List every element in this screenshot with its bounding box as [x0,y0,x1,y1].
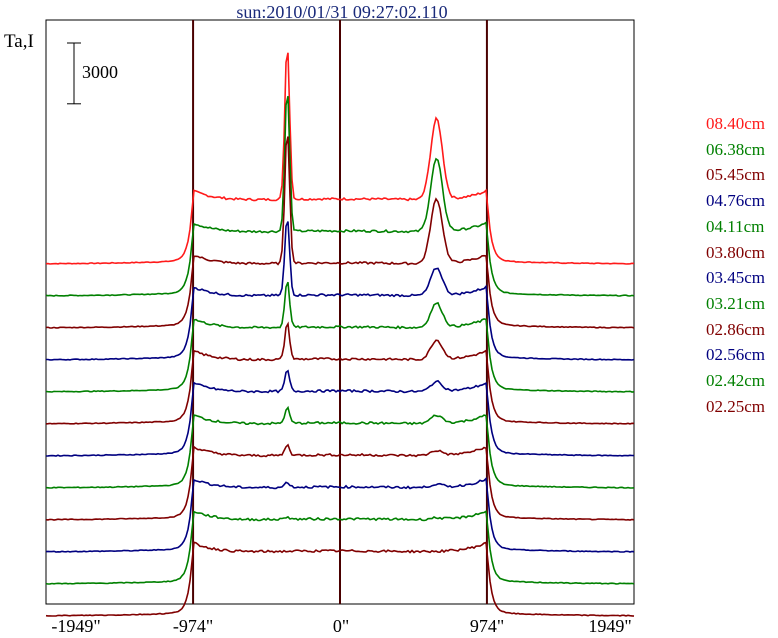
series-line [45,136,635,329]
legend-item: 02.56cm [706,345,766,365]
legend-item: 08.40cm [706,114,766,133]
x-tick-label: -974" [173,616,213,636]
x-tick-label: 974" [470,616,504,636]
legend-item: 03.21cm [706,293,766,313]
series-line [45,476,635,553]
x-tick-label: 1949" [588,616,631,636]
series-line [45,405,635,489]
series-line [45,443,635,521]
legend-item: 06.38cm [706,139,766,159]
y-axis-label: Ta,I [4,31,34,52]
legend-item: 02.25cm [706,396,766,416]
x-tick-label: -1949" [51,616,100,636]
legend-item: 02.86cm [706,319,766,339]
legend-item: 04.76cm [706,191,766,211]
legend-item: 03.45cm [706,268,766,288]
series-line [45,52,635,265]
series-line [45,509,635,585]
legend-item: 05.45cm [706,165,766,185]
series-line [46,221,635,361]
series-line [45,541,635,617]
legend-item: 04.11cm [706,216,765,236]
series-line [45,96,635,297]
series-line [45,281,635,393]
legend-item: 03.80cm [706,242,766,262]
x-tick-label: 0" [333,616,349,636]
chart-title: sun:2010/01/31 09:27:02.110 [236,2,448,22]
legend-item: 02.42cm [706,371,766,390]
series-line [45,321,635,425]
scale-bar-label: 3000 [82,62,118,82]
series-line [45,369,635,457]
